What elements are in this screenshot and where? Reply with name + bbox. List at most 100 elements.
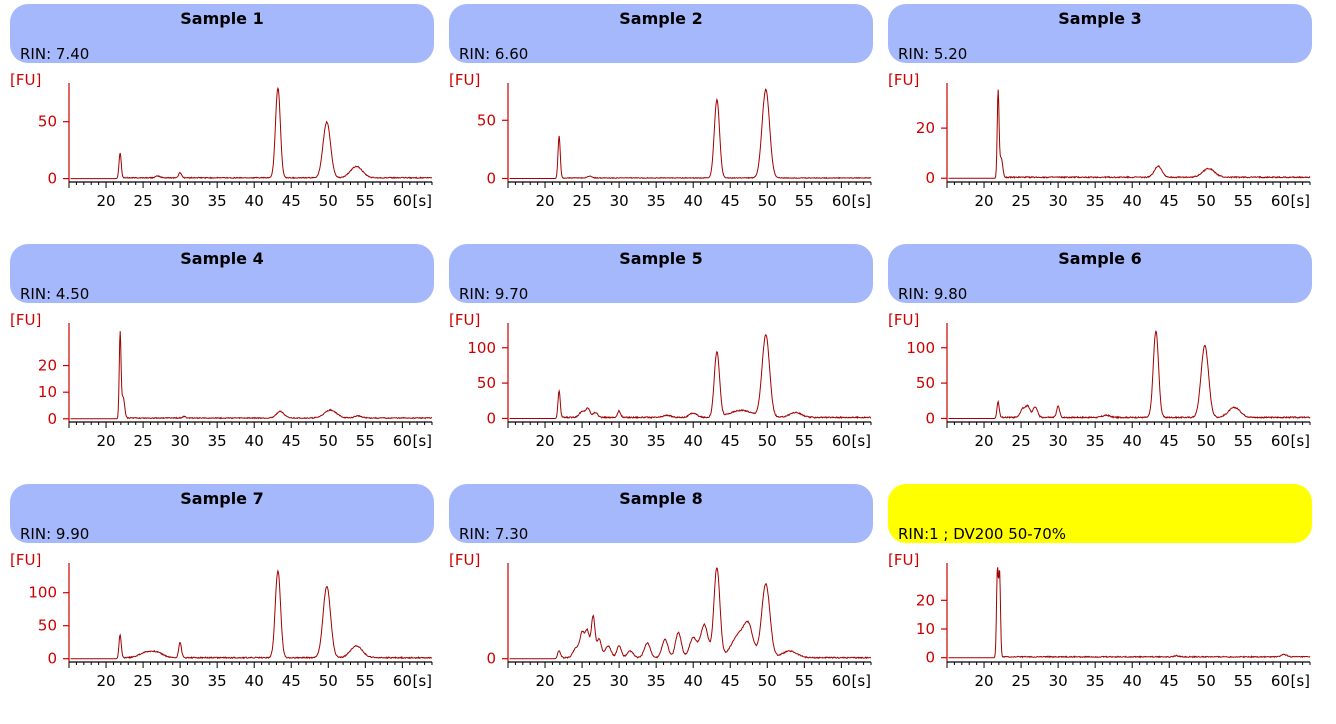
- fluorescence-trace: [509, 567, 872, 660]
- electropherogram-plot: [FU] 0 10 20 20 25 30 35 40 45 50 55 60 [s]: [10, 311, 433, 450]
- x-tick-label: 45: [1160, 192, 1179, 210]
- x-tick-label: 35: [1086, 192, 1105, 210]
- x-tick-label: 50: [1197, 432, 1216, 450]
- y-tick-label: 0: [925, 649, 935, 667]
- x-tick-label: 50: [758, 432, 777, 450]
- x-tick-label: 60: [832, 192, 851, 210]
- x-tick-label: 20: [974, 192, 993, 210]
- x-tick-label: 45: [721, 192, 740, 210]
- rin-label: RIN: 5.20: [898, 45, 968, 63]
- x-axis-unit-label: [s]: [412, 432, 432, 450]
- sample-header: Sample 6 RIN: 9.80: [888, 244, 1312, 303]
- electropherogram-plot: [FU] 0 20 20 25 30 35 40 45 50 55 60 [s]: [888, 71, 1311, 210]
- sample-header: Sample 8 RIN: 7.30: [449, 484, 873, 543]
- x-tick-label: 20: [96, 672, 115, 690]
- x-tick-label: 45: [721, 672, 740, 690]
- x-axis-unit-label: [s]: [1290, 672, 1310, 690]
- x-axis-unit-label: [s]: [412, 192, 432, 210]
- rin-label: RIN: 9.80: [898, 285, 968, 303]
- y-tick-label: 20: [916, 119, 935, 137]
- sample-panel: Sample 1 RIN: 7.40 [FU] 0 50 20 25 30 35 40 45 50 55…: [10, 4, 434, 244]
- fluorescence-trace: [948, 567, 1311, 659]
- y-tick-label: 50: [477, 374, 496, 392]
- x-tick-label: 55: [356, 432, 375, 450]
- sample-panel: Sample 4 RIN: 4.50 [FU] 0 10 20 20 25 30 35 40 45 50…: [10, 244, 434, 484]
- electropherogram-plot: [FU] 0 20 25 30 35 40 45 50 55 60 [s]: [449, 551, 872, 690]
- rin-label: RIN: 7.30: [459, 525, 529, 543]
- x-tick-label: 55: [356, 672, 375, 690]
- x-tick-label: 60: [832, 432, 851, 450]
- x-tick-label: 30: [1049, 432, 1068, 450]
- x-tick-label: 60: [1271, 432, 1290, 450]
- x-tick-label: 50: [758, 192, 777, 210]
- x-tick-label: 55: [1234, 672, 1253, 690]
- x-tick-label: 40: [684, 192, 703, 210]
- x-tick-label: 50: [319, 192, 338, 210]
- x-tick-label: 40: [245, 192, 264, 210]
- fluorescence-trace: [509, 334, 872, 420]
- y-tick-label: 0: [47, 170, 57, 188]
- x-tick-label: 50: [319, 672, 338, 690]
- electropherogram-plot: [FU] 0 10 20 20 25 30 35 40 45 50 55 60 [s]: [888, 551, 1311, 690]
- sample-header: Sample 5 RIN: 9.70: [449, 244, 873, 303]
- y-axis-unit-label: [FU]: [888, 551, 919, 569]
- y-tick-label: 10: [38, 383, 57, 401]
- x-tick-label: 20: [974, 432, 993, 450]
- x-tick-label: 30: [610, 672, 629, 690]
- y-tick-label: 20: [916, 591, 935, 609]
- sample-header: Sample 4 RIN: 4.50: [10, 244, 434, 303]
- y-tick-label: 50: [38, 617, 57, 635]
- rin-label: RIN:1 ; DV200 50-70%: [898, 525, 1067, 543]
- x-tick-label: 35: [1086, 432, 1105, 450]
- y-axis-unit-label: [FU]: [888, 71, 919, 89]
- x-tick-label: 45: [282, 432, 301, 450]
- rin-label: RIN: 6.60: [459, 45, 529, 63]
- electropherogram-plot: [FU] 0 50 100 20 25 30 35 40 45 50 55 60 [s]: [888, 311, 1311, 450]
- y-axis-unit-label: [FU]: [10, 71, 41, 89]
- x-tick-label: 20: [535, 432, 554, 450]
- sample-header: Sample 7 RIN: 9.90: [10, 484, 434, 543]
- y-tick-label: 100: [28, 584, 57, 602]
- x-tick-label: 25: [1012, 672, 1031, 690]
- rin-label: RIN: 4.50: [20, 285, 90, 303]
- fluorescence-trace: [948, 89, 1311, 179]
- x-tick-label: 35: [647, 672, 666, 690]
- x-tick-label: 45: [1160, 432, 1179, 450]
- y-tick-label: 0: [47, 410, 57, 428]
- x-tick-label: 55: [1234, 432, 1253, 450]
- x-tick-label: 35: [647, 432, 666, 450]
- y-axis-unit-label: [FU]: [449, 551, 480, 569]
- x-tick-label: 25: [573, 192, 592, 210]
- x-tick-label: 30: [1049, 672, 1068, 690]
- y-tick-label: 10: [916, 620, 935, 638]
- rin-label: RIN: 9.90: [20, 525, 90, 543]
- y-tick-label: 100: [467, 339, 496, 357]
- fluorescence-trace: [70, 569, 433, 660]
- sample-panel: Sample 6 RIN: 9.80 [FU] 0 50 100 20 25 30 35 40 45 5…: [888, 244, 1312, 484]
- x-tick-label: 30: [610, 432, 629, 450]
- x-tick-label: 30: [171, 432, 190, 450]
- x-tick-label: 30: [171, 192, 190, 210]
- y-tick-label: 50: [38, 113, 57, 131]
- y-tick-label: 0: [486, 170, 496, 188]
- x-tick-label: 60: [1271, 672, 1290, 690]
- sample-title: Sample 8: [619, 489, 703, 508]
- x-tick-label: 20: [535, 192, 554, 210]
- y-axis-unit-label: [FU]: [10, 311, 41, 329]
- y-tick-label: 0: [486, 650, 496, 668]
- fluorescence-trace: [509, 88, 872, 180]
- x-tick-label: 50: [1197, 672, 1216, 690]
- x-tick-label: 35: [1086, 672, 1105, 690]
- x-axis-unit-label: [s]: [851, 672, 871, 690]
- x-tick-label: 45: [282, 192, 301, 210]
- x-tick-label: 40: [1123, 432, 1142, 450]
- x-tick-label: 25: [1012, 192, 1031, 210]
- x-tick-label: 50: [319, 432, 338, 450]
- x-tick-label: 45: [282, 672, 301, 690]
- y-tick-label: 0: [486, 409, 496, 427]
- rin-label: RIN: 7.40: [20, 45, 90, 63]
- sample-title: Sample 2: [619, 9, 703, 28]
- sample-header: Sample 3 RIN: 5.20: [888, 4, 1312, 63]
- x-tick-label: 25: [134, 672, 153, 690]
- x-tick-label: 55: [1234, 192, 1253, 210]
